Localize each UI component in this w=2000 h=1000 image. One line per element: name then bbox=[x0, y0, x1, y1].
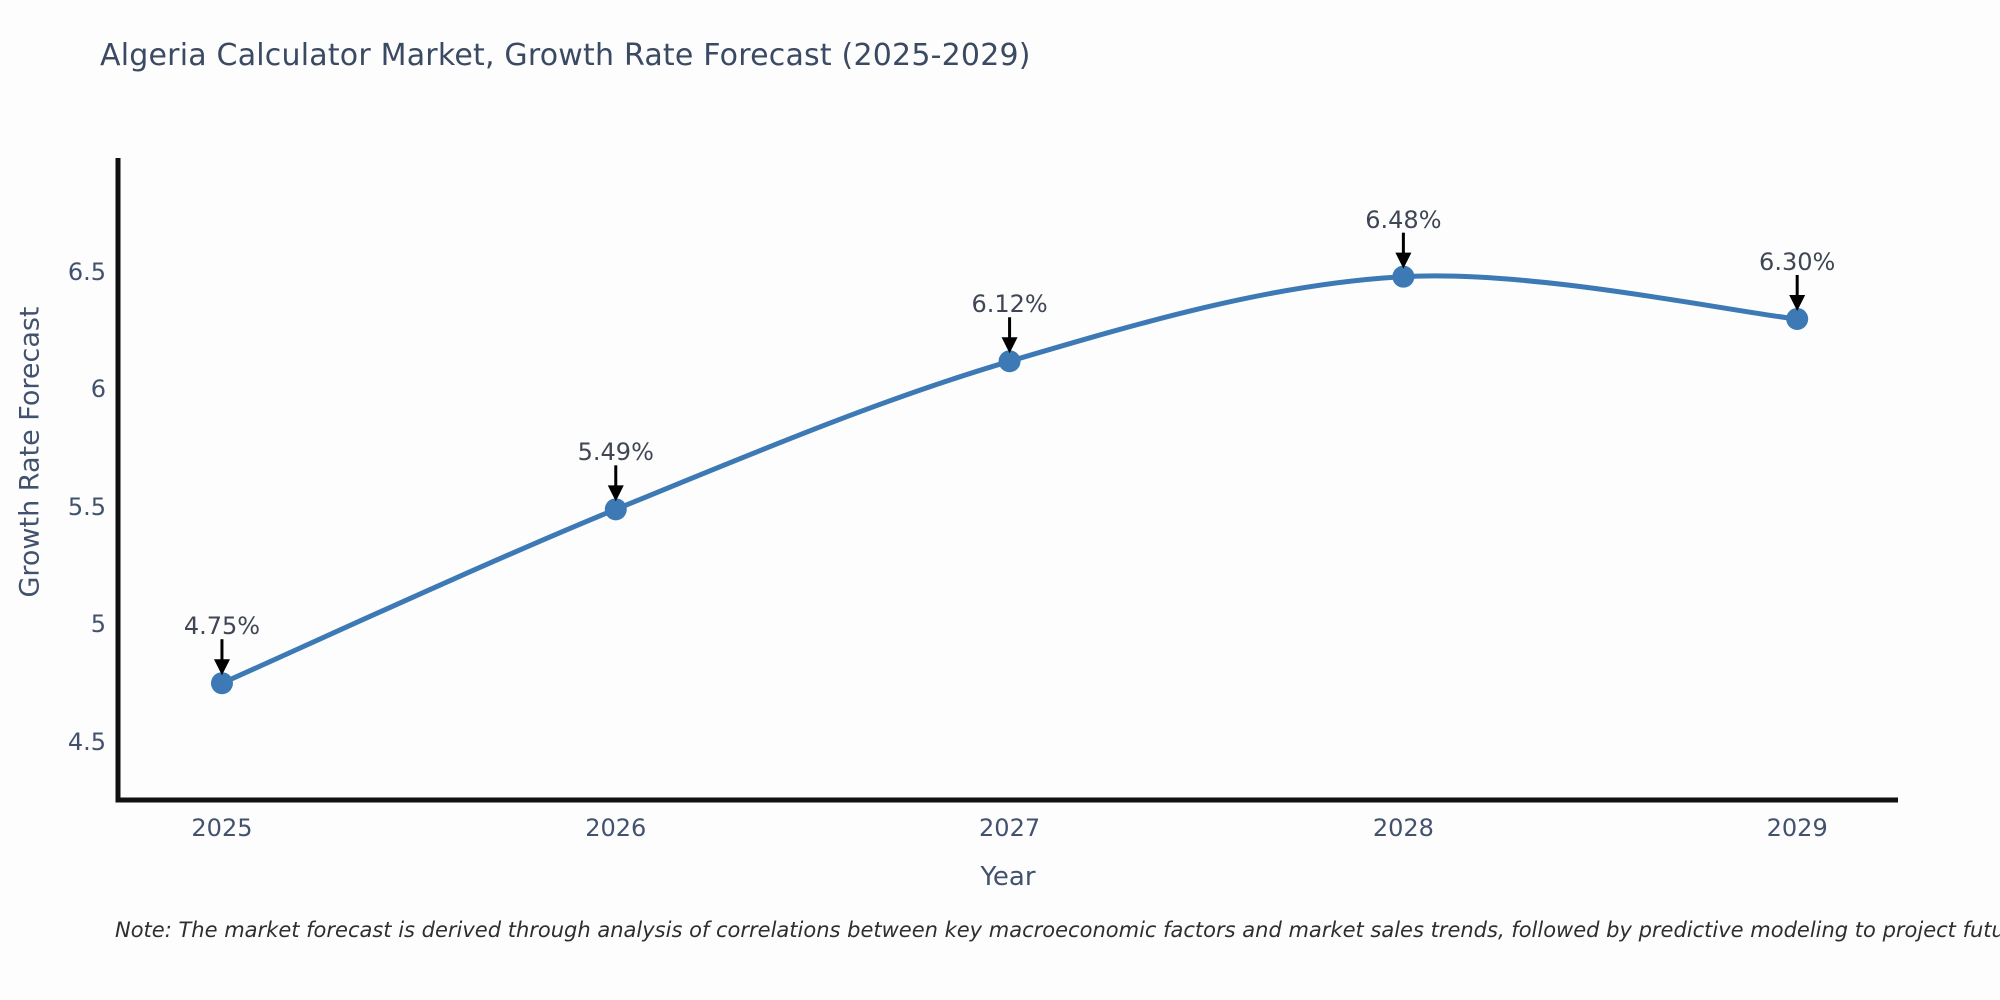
x-tick-label: 2025 bbox=[191, 814, 253, 842]
point-label: 4.75% bbox=[183, 612, 261, 641]
point-label: 6.12% bbox=[971, 290, 1048, 319]
x-tick-label: 2029 bbox=[1766, 814, 1828, 842]
annotation-arrow-head bbox=[1395, 252, 1412, 269]
x-tick-label: 2028 bbox=[1372, 814, 1434, 842]
y-tick-label: 5.5 bbox=[67, 492, 106, 521]
x-axis-title: Year bbox=[980, 862, 1036, 892]
annotation-arrow-head bbox=[1001, 337, 1018, 354]
data-point-marker bbox=[604, 498, 627, 521]
data-point-marker bbox=[1786, 307, 1809, 330]
y-tick-label: 6 bbox=[90, 375, 106, 404]
chart-title: Algeria Calculator Market, Growth Rate F… bbox=[100, 38, 1031, 73]
data-point-marker bbox=[210, 672, 233, 695]
annotation-arrow-head bbox=[1789, 294, 1806, 311]
point-label: 6.30% bbox=[1759, 247, 1836, 276]
point-label: 6.48% bbox=[1365, 205, 1442, 234]
y-tick-label: 4.5 bbox=[67, 727, 106, 756]
x-tick-label: 2026 bbox=[585, 814, 647, 842]
x-tick-label: 2027 bbox=[979, 814, 1041, 842]
data-point-marker bbox=[998, 350, 1021, 373]
annotation-arrow-head bbox=[213, 659, 230, 676]
annotation-arrow-head bbox=[607, 485, 624, 502]
point-label: 5.49% bbox=[577, 438, 654, 467]
data-point-marker bbox=[1392, 265, 1415, 288]
y-tick-label: 5 bbox=[90, 610, 106, 639]
y-tick-label: 6.5 bbox=[67, 257, 106, 286]
footnote: Note: The market forecast is derived thr… bbox=[115, 918, 2000, 942]
